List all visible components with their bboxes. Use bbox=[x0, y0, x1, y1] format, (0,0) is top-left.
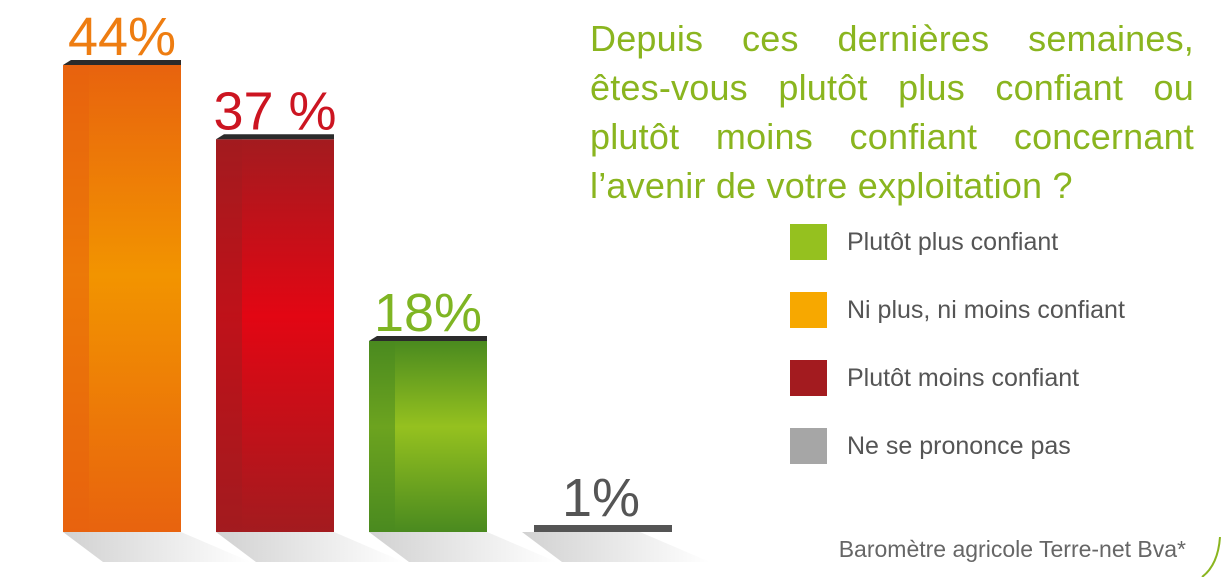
legend-label: Plutôt moins confiant bbox=[847, 363, 1080, 392]
legend-swatch bbox=[790, 428, 827, 464]
legend: Plutôt plus confiant Ni plus, ni moins c… bbox=[790, 224, 1125, 496]
bar-shadow bbox=[522, 532, 710, 562]
legend-item: Plutôt moins confiant bbox=[790, 360, 1125, 396]
bar-group: 1% bbox=[522, 468, 710, 562]
legend-label: Plutôt plus confiant bbox=[847, 227, 1059, 256]
bar-edge bbox=[216, 139, 242, 532]
bar-shadow bbox=[63, 532, 251, 562]
legend-swatch bbox=[790, 224, 827, 260]
bar-shadow bbox=[216, 532, 404, 562]
bar-group: 18% bbox=[369, 283, 557, 562]
bar-group: 37 % bbox=[213, 81, 404, 562]
legend-label: Ni plus, ni moins confiant bbox=[847, 295, 1125, 324]
bar-group: 44% bbox=[63, 7, 251, 562]
bar-value-label: 18% bbox=[374, 283, 482, 343]
bar-edge bbox=[63, 65, 89, 532]
decorative-curve bbox=[1201, 537, 1221, 577]
bar-edge bbox=[369, 340, 395, 532]
legend-label: Ne se prononce pas bbox=[847, 431, 1071, 460]
bar-value-label: 37 % bbox=[213, 81, 336, 141]
legend-item: Ni plus, ni moins confiant bbox=[790, 292, 1125, 328]
legend-item: Ne se prononce pas bbox=[790, 428, 1125, 464]
bar-value-label: 44% bbox=[68, 7, 176, 67]
legend-swatch bbox=[790, 292, 827, 328]
bar-cap bbox=[63, 60, 181, 65]
bar bbox=[534, 525, 672, 532]
bar-cap bbox=[369, 335, 487, 341]
chart-title: Depuis ces dernières semaines, êtes-vous… bbox=[590, 18, 1194, 206]
bar-cap bbox=[216, 134, 334, 140]
legend-item: Plutôt plus confiant bbox=[790, 224, 1125, 260]
legend-swatch bbox=[790, 360, 827, 396]
bar-value-label: 1% bbox=[562, 468, 640, 528]
bar-shadow bbox=[369, 532, 557, 562]
source-note: Baromètre agricole Terre-net Bva* bbox=[838, 536, 1186, 562]
